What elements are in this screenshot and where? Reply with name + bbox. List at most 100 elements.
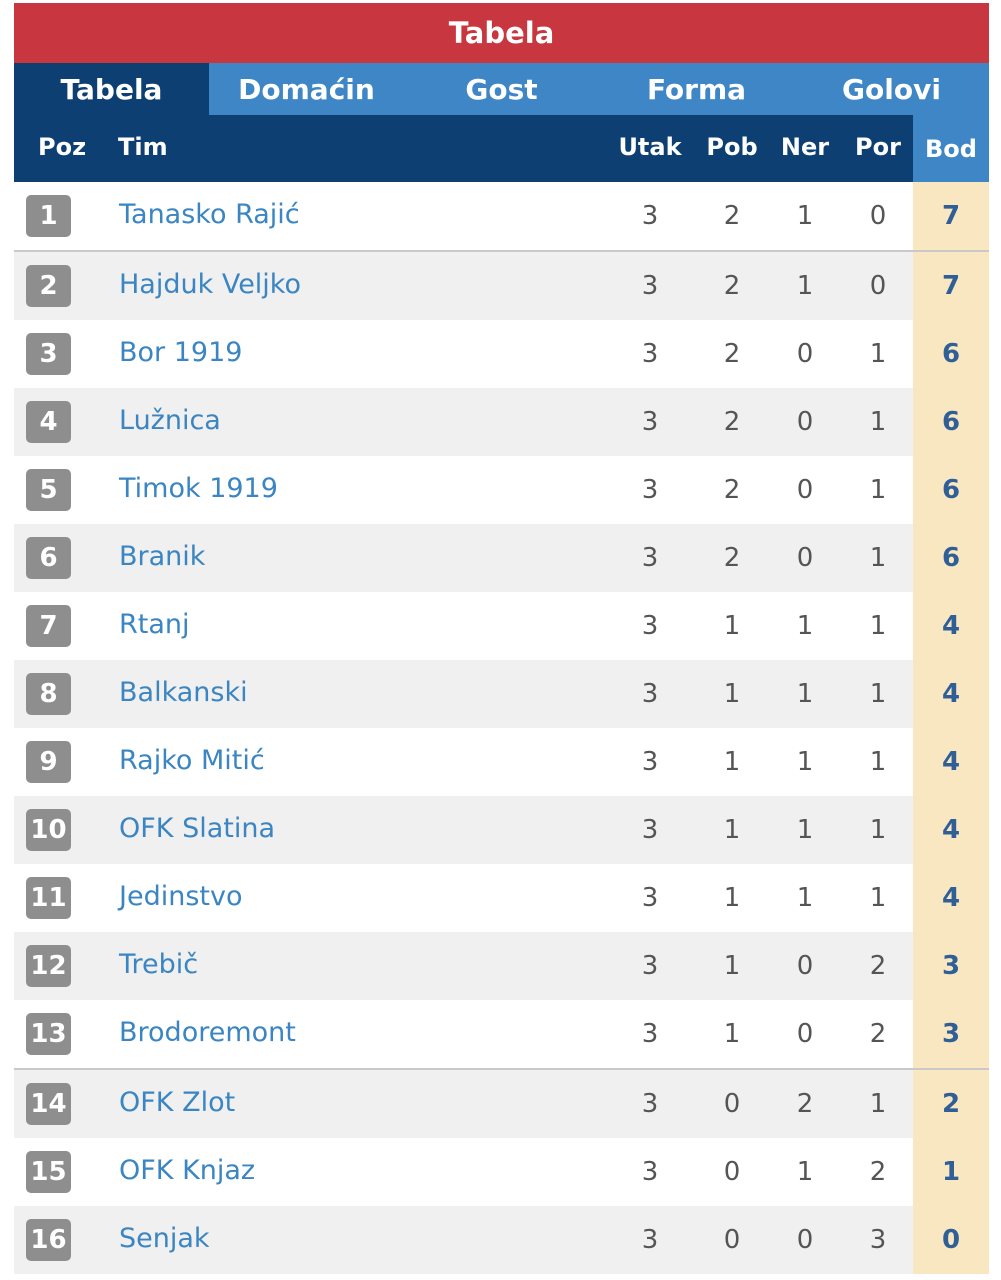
pob-cell: 0: [723, 1225, 741, 1255]
header-bod: Bod: [913, 115, 989, 182]
team-name-link[interactable]: Timok 1919: [119, 473, 278, 504]
position-badge: 9: [26, 741, 71, 783]
team-name-link[interactable]: Jedinstvo: [119, 881, 243, 912]
por-cell: 1: [869, 815, 887, 845]
por-cell: 2: [869, 1157, 887, 1187]
ner-cell: 1: [796, 1157, 814, 1187]
pob-cell: 0: [723, 1157, 741, 1187]
table-row: 13 Brodoremont 3 1 0 2 3: [14, 1000, 989, 1070]
pob-cell: 1: [723, 815, 741, 845]
team-name-link[interactable]: Branik: [119, 541, 206, 572]
pob-cell: 1: [723, 747, 741, 777]
table-row: 2 Hajduk Veljko 3 2 1 0 7: [14, 252, 989, 320]
tab-gost[interactable]: Gost: [465, 72, 538, 106]
position-badge: 14: [26, 1083, 71, 1125]
team-name-link[interactable]: Lužnica: [119, 405, 221, 436]
pob-cell: 2: [723, 407, 741, 437]
por-cell: 3: [869, 1225, 887, 1255]
bod-cell: 0: [913, 1206, 989, 1274]
tab-golovi[interactable]: Golovi: [842, 72, 941, 106]
header-ner: Ner: [780, 133, 830, 161]
team-name-link[interactable]: Senjak: [119, 1223, 210, 1254]
ner-cell: 0: [796, 951, 814, 981]
bod-cell: 2: [913, 1070, 989, 1138]
pob-cell: 1: [723, 951, 741, 981]
ner-cell: 0: [796, 407, 814, 437]
position-badge: 7: [26, 605, 71, 647]
por-cell: 0: [869, 271, 887, 301]
pob-cell: 1: [723, 611, 741, 641]
tab-forma[interactable]: Forma: [646, 72, 747, 106]
tab-tabela[interactable]: Tabela: [14, 63, 209, 115]
utak-cell: 3: [641, 407, 659, 437]
utak-cell: 3: [641, 815, 659, 845]
team-name-link[interactable]: Tanasko Rajić: [119, 199, 300, 230]
bod-cell: 6: [913, 524, 989, 592]
team-name-link[interactable]: Balkanski: [119, 677, 248, 708]
por-cell: 0: [869, 201, 887, 231]
team-name-link[interactable]: Rtanj: [119, 609, 190, 640]
position-badge: 1: [26, 195, 71, 237]
tab-domacin[interactable]: Domaćin: [238, 72, 375, 106]
table-row: 10 OFK Slatina 3 1 1 1 4: [14, 796, 989, 864]
table-row: 3 Bor 1919 3 2 0 1 6: [14, 320, 989, 388]
utak-cell: 3: [641, 543, 659, 573]
table-row: 7 Rtanj 3 1 1 1 4: [14, 592, 989, 660]
utak-cell: 3: [641, 339, 659, 369]
ner-cell: 1: [796, 271, 814, 301]
pob-cell: 2: [723, 339, 741, 369]
utak-cell: 3: [641, 747, 659, 777]
utak-cell: 3: [641, 951, 659, 981]
team-name-link[interactable]: Bor 1919: [119, 337, 243, 368]
header-tim: Tim: [118, 133, 168, 161]
por-cell: 1: [869, 475, 887, 505]
bod-cell: 6: [913, 320, 989, 388]
ner-cell: 0: [796, 1019, 814, 1049]
ner-cell: 1: [796, 883, 814, 913]
standings-widget: Tabela Tabela Domaćin Gost Forma Golovi …: [14, 3, 989, 1274]
table-row: 4 Lužnica 3 2 0 1 6: [14, 388, 989, 456]
utak-cell: 3: [641, 1225, 659, 1255]
table-row: 14 OFK Zlot 3 0 2 1 2: [14, 1070, 989, 1138]
header-por: Por: [855, 133, 901, 161]
bod-cell: 6: [913, 456, 989, 524]
por-cell: 1: [869, 883, 887, 913]
table-row: 8 Balkanski 3 1 1 1 4: [14, 660, 989, 728]
position-badge: 13: [26, 1013, 71, 1055]
bod-cell: 4: [913, 660, 989, 728]
por-cell: 1: [869, 747, 887, 777]
utak-cell: 3: [641, 1157, 659, 1187]
team-name-link[interactable]: Hajduk Veljko: [119, 269, 301, 300]
widget-title: Tabela: [14, 3, 989, 63]
bod-cell: 3: [913, 932, 989, 1000]
team-name-link[interactable]: OFK Zlot: [119, 1087, 236, 1118]
table-row: 15 OFK Knjaz 3 0 1 2 1: [14, 1138, 989, 1206]
position-badge: 8: [26, 673, 71, 715]
team-name-link[interactable]: Brodoremont: [119, 1017, 296, 1048]
team-name-link[interactable]: OFK Knjaz: [119, 1155, 256, 1186]
table-row: 1 Tanasko Rajić 3 2 1 0 7: [14, 182, 989, 252]
position-badge: 15: [26, 1151, 71, 1193]
ner-cell: 1: [796, 611, 814, 641]
table-row: 16 Senjak 3 0 0 3 0: [14, 1206, 989, 1274]
pob-cell: 2: [723, 543, 741, 573]
pob-cell: 2: [723, 271, 741, 301]
utak-cell: 3: [641, 201, 659, 231]
ner-cell: 1: [796, 747, 814, 777]
ner-cell: 0: [796, 543, 814, 573]
team-name-link[interactable]: OFK Slatina: [119, 813, 276, 844]
por-cell: 2: [869, 1019, 887, 1049]
utak-cell: 3: [641, 475, 659, 505]
bod-cell: 6: [913, 388, 989, 456]
team-name-link[interactable]: Rajko Mitić: [119, 745, 265, 776]
pob-cell: 1: [723, 679, 741, 709]
por-cell: 2: [869, 951, 887, 981]
pob-cell: 0: [723, 1089, 741, 1119]
ner-cell: 0: [796, 475, 814, 505]
team-name-link[interactable]: Trebič: [119, 949, 199, 980]
pob-cell: 2: [723, 201, 741, 231]
bod-cell: 3: [913, 1000, 989, 1068]
utak-cell: 3: [641, 883, 659, 913]
utak-cell: 3: [641, 271, 659, 301]
position-badge: 12: [26, 945, 71, 987]
